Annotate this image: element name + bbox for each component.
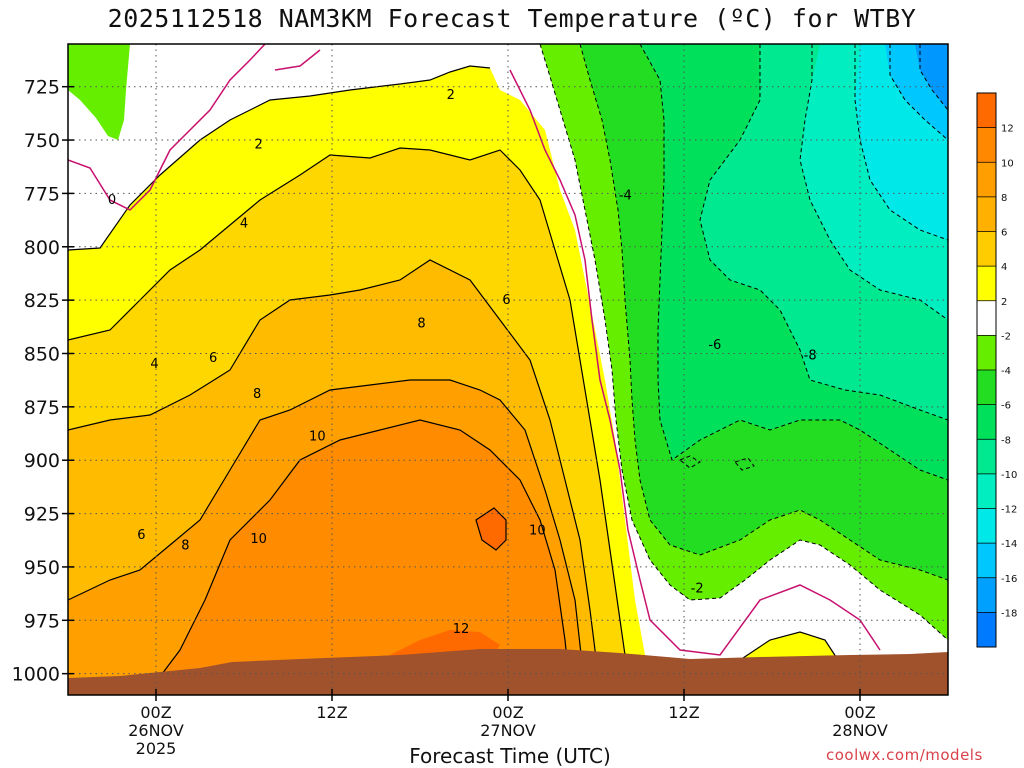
- colorbar-swatch-15: [977, 612, 996, 648]
- colorbar-label-14: -18: [1001, 608, 1017, 619]
- contour-label-8: 8: [253, 387, 261, 402]
- contour-label-16: 10: [529, 524, 546, 539]
- colorbar-swatch-13: [977, 543, 996, 579]
- cold-contours: [539, 44, 948, 641]
- x-tick-label-48-0: 00Z: [844, 703, 875, 722]
- contour-label-17: 12: [453, 622, 470, 637]
- colorbar-label-1: 10: [1001, 158, 1014, 169]
- colorbar-label-3: 6: [1001, 228, 1007, 239]
- colorbar-swatch-4: [977, 231, 996, 267]
- contour-label-1: 2: [255, 137, 263, 152]
- contour-label-5: 8: [417, 317, 425, 332]
- y-tick-label-775: 775: [24, 183, 60, 205]
- colorbar-label-9: -8: [1001, 435, 1011, 446]
- y-axis: 725 750 775 800 825 850 875 900 925 950 975 1000: [12, 77, 74, 686]
- x-tick-label-0-2: 2025: [136, 739, 177, 758]
- band-12-plus: [476, 508, 506, 550]
- colorbar-label-11: -12: [1001, 505, 1017, 516]
- y-tick-label-750: 750: [24, 130, 60, 152]
- chart-title: 2025112518 NAM3KM Forecast Temperature (…: [107, 4, 917, 33]
- y-tick-label-850: 850: [24, 343, 60, 365]
- colorbar-swatch-9: [977, 404, 996, 440]
- contour-label-15: 10: [250, 532, 267, 547]
- band-minus16-minus18: [915, 44, 948, 110]
- x-tick-label-48-1: 28NOV: [832, 721, 888, 740]
- colorbar-label-2: 8: [1001, 193, 1007, 204]
- contour-label-12: -8: [804, 349, 817, 364]
- contour-label-10: -4: [619, 189, 632, 204]
- colorbar-swatch-3: [977, 196, 996, 232]
- x-tick-label-0-0: 00Z: [140, 703, 171, 722]
- contour-label-9: 10: [309, 430, 326, 445]
- contour-label-7: 6: [209, 351, 217, 366]
- colorbar-label-4: 4: [1001, 262, 1007, 273]
- contour-label-4: 6: [502, 293, 510, 308]
- colorbar-swatch-2: [977, 162, 996, 198]
- colorbar-swatch-8: [977, 370, 996, 406]
- colorbar-label-10: -10: [1001, 470, 1017, 481]
- colorbar-label-13: -16: [1001, 574, 1017, 585]
- contour-label-3: 4: [240, 216, 248, 231]
- contour-labels: 2 2 0 4 6 8 4 6 8 10 -4 -6 -8 6 8 10 10 12 -2: [108, 88, 817, 637]
- colorbar-swatch-6: [977, 300, 996, 336]
- contour-label-2: 0: [108, 193, 116, 208]
- colorbar-label-0: 12: [1001, 124, 1014, 135]
- y-tick-label-875: 875: [24, 397, 60, 419]
- x-tick-label-24-0: 00Z: [492, 703, 523, 722]
- contour-label-18: -2: [691, 581, 704, 596]
- colorbar-swatch-7: [977, 335, 996, 371]
- warm-contours: [68, 65, 839, 691]
- contour-label-13: 6: [137, 528, 145, 543]
- band-minus2-minus4-topleft: [68, 44, 130, 140]
- colorbar-label-12: -14: [1001, 539, 1017, 550]
- colorbar-swatch-14: [977, 577, 996, 613]
- y-tick-label-950: 950: [24, 557, 60, 579]
- colorbar-label-7: -4: [1001, 366, 1011, 377]
- band-10-12: [68, 420, 570, 695]
- colorbar-swatch-1: [977, 127, 996, 163]
- colorbar-swatch-11: [977, 473, 996, 509]
- zero-isotherm: [68, 44, 881, 656]
- x-tick-label-12-0: 12Z: [316, 703, 347, 722]
- contour-label-0: 2: [447, 88, 455, 103]
- gridlines: [68, 44, 948, 695]
- colorbar-swatch-10: [977, 439, 996, 475]
- x-axis-label: Forecast Time (UTC): [409, 744, 611, 768]
- colorbar-swatch-0: [977, 93, 996, 129]
- y-tick-label-725: 725: [24, 77, 60, 99]
- colorbar: 12 10 8 6 4 2 -2 -4 -6 -8 -10 -12 -14 -16 -18: [976, 92, 1017, 648]
- colorbar-swatch-12: [977, 508, 996, 544]
- x-tick-label-0-1: 26NOV: [128, 721, 184, 740]
- contour-label-6: 4: [150, 357, 158, 372]
- contour-label-11: -6: [708, 338, 721, 353]
- y-tick-label-1000: 1000: [12, 664, 60, 686]
- x-tick-label-24-1: 27NOV: [480, 721, 536, 740]
- temperature-field: [68, 44, 948, 695]
- colorbar-swatch-5: [977, 266, 996, 302]
- colorbar-label-5: 2: [1001, 297, 1007, 308]
- colorbar-label-6: -2: [1001, 331, 1011, 342]
- credit-link[interactable]: coolwx.com/models: [826, 746, 983, 764]
- y-tick-label-825: 825: [24, 290, 60, 312]
- x-tick-label-36-0: 12Z: [668, 703, 699, 722]
- y-tick-label-800: 800: [24, 237, 60, 259]
- contour-label-14: 8: [181, 539, 189, 554]
- y-tick-label-925: 925: [24, 504, 60, 526]
- band-4-6-lower: [740, 632, 838, 660]
- y-tick-label-975: 975: [24, 610, 60, 632]
- y-tick-label-900: 900: [24, 450, 60, 472]
- colorbar-label-8: -6: [1001, 401, 1011, 412]
